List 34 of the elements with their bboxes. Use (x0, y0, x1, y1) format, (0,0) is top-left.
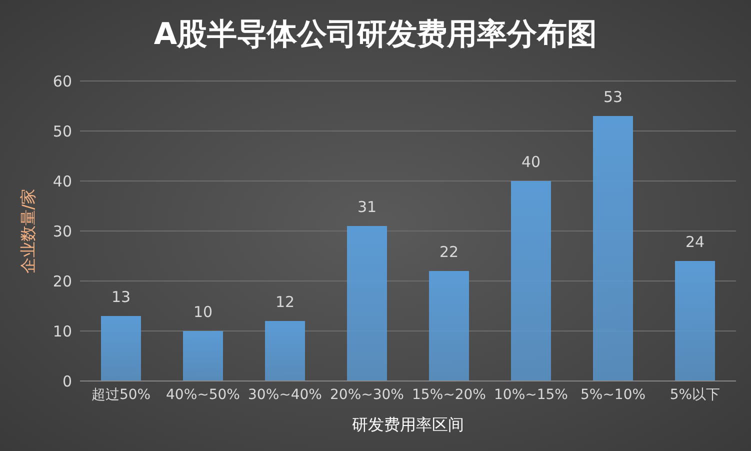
data-label: 31 (357, 198, 377, 216)
x-tick-label: 5%~10% (580, 386, 646, 403)
bar (675, 261, 715, 381)
bar (593, 116, 633, 381)
bar (101, 316, 141, 381)
chart-title: A股半导体公司研发费用率分布图 (152, 16, 598, 54)
data-label: 12 (275, 293, 295, 311)
x-tick-label: 10%~15% (494, 386, 568, 403)
data-label: 53 (603, 88, 623, 106)
data-label: 13 (111, 288, 131, 306)
y-tick-label: 40 (52, 172, 72, 190)
x-tick-label: 30%~40% (248, 386, 322, 403)
x-tick-label: 超过50% (91, 386, 151, 403)
x-axis-title: 研发费用率区间 (352, 415, 464, 434)
y-tick-label: 10 (52, 322, 72, 340)
x-tick-label: 5%以下 (670, 386, 720, 403)
y-tick-label: 50 (52, 122, 72, 140)
y-axis-title: 企业数量/家 (18, 188, 38, 274)
x-tick-label: 20%~30% (330, 386, 404, 403)
bar (347, 226, 387, 381)
bar (429, 271, 469, 381)
y-tick-label: 30 (52, 222, 72, 240)
data-label: 40 (521, 153, 541, 171)
bar (511, 181, 551, 381)
bar (183, 331, 223, 381)
y-tick-label: 60 (52, 72, 72, 90)
y-tick-label: 0 (62, 372, 72, 390)
y-tick-label: 20 (52, 272, 72, 290)
x-tick-label: 15%~20% (412, 386, 486, 403)
bar (265, 321, 305, 381)
data-label: 22 (439, 243, 459, 261)
x-tick-label: 40%~50% (166, 386, 240, 403)
data-label: 24 (685, 233, 705, 251)
data-label: 10 (193, 303, 213, 321)
